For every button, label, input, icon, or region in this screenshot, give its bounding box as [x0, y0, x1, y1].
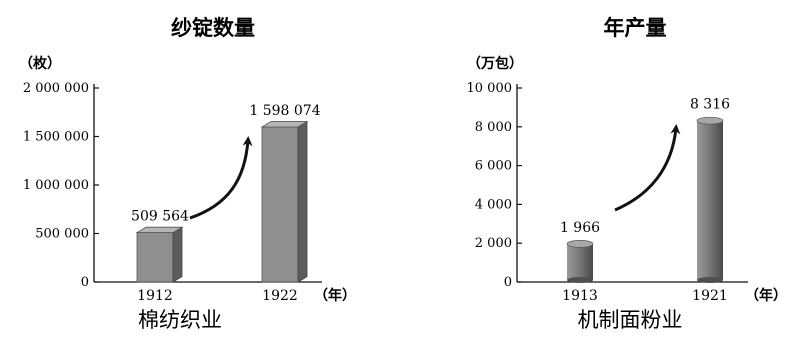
- y-tick-label: 2 000 000: [23, 81, 89, 96]
- chart-title: 年产量: [604, 15, 667, 40]
- bar: [567, 243, 593, 280]
- bar-value-label: 1 966: [560, 220, 600, 236]
- x-axis-unit-label: （年）: [745, 287, 787, 304]
- bar-top: [135, 226, 184, 233]
- bar-top: [696, 116, 724, 125]
- industry-caption: 棉纺织业: [138, 308, 222, 332]
- bar-base: [567, 277, 593, 283]
- x-axis-unit-label: （年）: [314, 287, 356, 304]
- x-tick-label: 1921: [692, 288, 728, 304]
- y-tick-label: 2 000: [475, 236, 512, 251]
- y-tick-label: 0: [81, 275, 89, 290]
- bar: [697, 120, 723, 280]
- bar-top: [566, 240, 594, 248]
- bar-value-label: 509 564: [131, 209, 189, 225]
- y-tick-label: 8 000: [475, 120, 512, 135]
- growth-arrow: [189, 136, 253, 220]
- x-tick-label: 1912: [137, 288, 173, 304]
- bar-top: [260, 121, 309, 128]
- y-axis-unit-label: （万包）: [467, 55, 523, 72]
- chart-1: 纱锭数量 （枚） 0 500 000 1 000 000 1 500 000 2 000 0…: [19, 15, 356, 332]
- x-tick-label: 1913: [562, 288, 598, 304]
- y-tick-label: 0: [504, 275, 512, 290]
- industry-caption: 机制面粉业: [578, 308, 683, 332]
- y-tick-label: 4 000: [475, 197, 512, 212]
- y-tick-label: 1 000 000: [23, 178, 89, 193]
- chart-title: 纱锭数量: [171, 15, 255, 40]
- bar-side: [172, 226, 183, 283]
- y-tick-label: 6 000: [475, 159, 512, 174]
- x-tick-label: 1922: [262, 288, 298, 304]
- bar-side: [297, 120, 308, 283]
- bar-base: [697, 277, 723, 283]
- bar: [261, 126, 299, 283]
- growth-arrow: [614, 124, 681, 212]
- bar-value-label: 1 598 074: [249, 103, 320, 119]
- y-tick-label: 1 500 000: [23, 130, 89, 145]
- bar-value-label: 8 316: [690, 97, 730, 113]
- y-axis-unit-label: （枚）: [19, 55, 61, 72]
- chart-2: 年产量 （万包） 0 2 000 4 000 6 000 8 000 10 000 1 966 1…: [467, 15, 788, 332]
- bar: [136, 232, 174, 283]
- y-tick-label: 500 000: [35, 227, 89, 242]
- y-tick-label: 10 000: [467, 81, 513, 96]
